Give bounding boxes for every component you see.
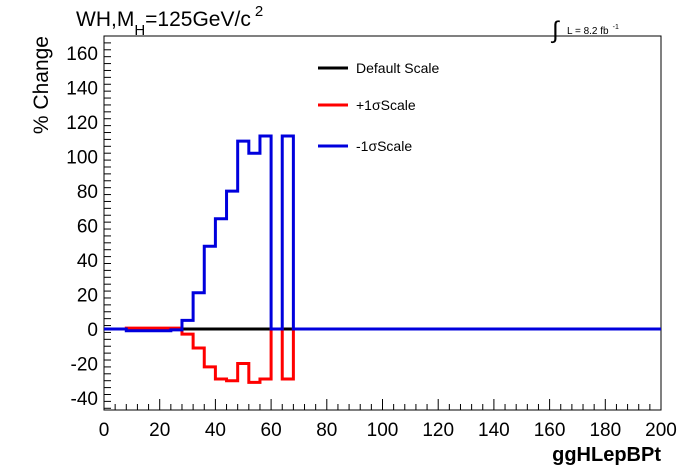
series-line--1-scale	[104, 326, 661, 384]
legend-label: -1σScale	[356, 138, 412, 154]
y-tick-label: 20	[77, 286, 98, 307]
y-axis-label: % Change	[30, 36, 53, 134]
y-tick-label: 100	[66, 148, 98, 169]
series-line--1-scale	[104, 134, 661, 333]
x-tick-label: 160	[534, 420, 566, 441]
x-tick-label: 60	[261, 420, 282, 441]
y-axis-ticks	[104, 35, 111, 409]
lumi-label: L = 8.2 fb -1	[567, 24, 619, 37]
x-tick-label: 80	[316, 420, 337, 441]
x-axis-tick-labels: 0 20 40 60 80 100 120 140 160 180 200	[99, 420, 677, 441]
y-tick-label: 40	[77, 251, 98, 272]
legend: Default Scale +1σScale -1σScale	[318, 60, 439, 154]
lumi-integral: ∫	[550, 17, 560, 44]
y-tick-label: 60	[77, 217, 98, 238]
x-tick-label: 40	[205, 420, 226, 441]
y-tick-label: 160	[66, 44, 98, 65]
title-superscript: 2	[255, 3, 263, 20]
plot-frame	[103, 35, 662, 411]
title-main: WH,M	[76, 8, 134, 31]
x-axis-label: ggHLepBPt	[552, 444, 661, 466]
y-tick-label: -40	[71, 389, 98, 410]
y-tick-label: 80	[77, 182, 98, 203]
title-rest: =125GeV/c	[145, 8, 251, 31]
x-axis-ticks	[103, 399, 662, 410]
x-tick-label: 20	[149, 420, 170, 441]
y-tick-label: 120	[66, 113, 98, 134]
x-tick-label: 140	[478, 420, 510, 441]
title-subscript: H	[134, 22, 145, 39]
legend-label: Default Scale	[356, 60, 439, 76]
lumi-text: L = 8.2 fb	[567, 26, 609, 37]
x-tick-label: 200	[645, 420, 677, 441]
x-tick-label: 180	[589, 420, 621, 441]
y-tick-label: -20	[71, 354, 98, 375]
x-tick-label: 0	[99, 420, 110, 441]
y-tick-label: 0	[87, 320, 98, 341]
series-lines	[104, 134, 661, 384]
y-axis-tick-labels: -40 -20 0 20 40 60 80 100 120 140 160	[66, 44, 98, 410]
x-tick-label: 120	[422, 420, 454, 441]
x-tick-label: 100	[367, 420, 399, 441]
lumi-superscript: -1	[613, 24, 619, 31]
y-tick-label: 140	[66, 79, 98, 100]
legend-label: +1σScale	[356, 97, 416, 113]
chart-title: WH,MH=125GeV/c 2	[76, 3, 263, 39]
